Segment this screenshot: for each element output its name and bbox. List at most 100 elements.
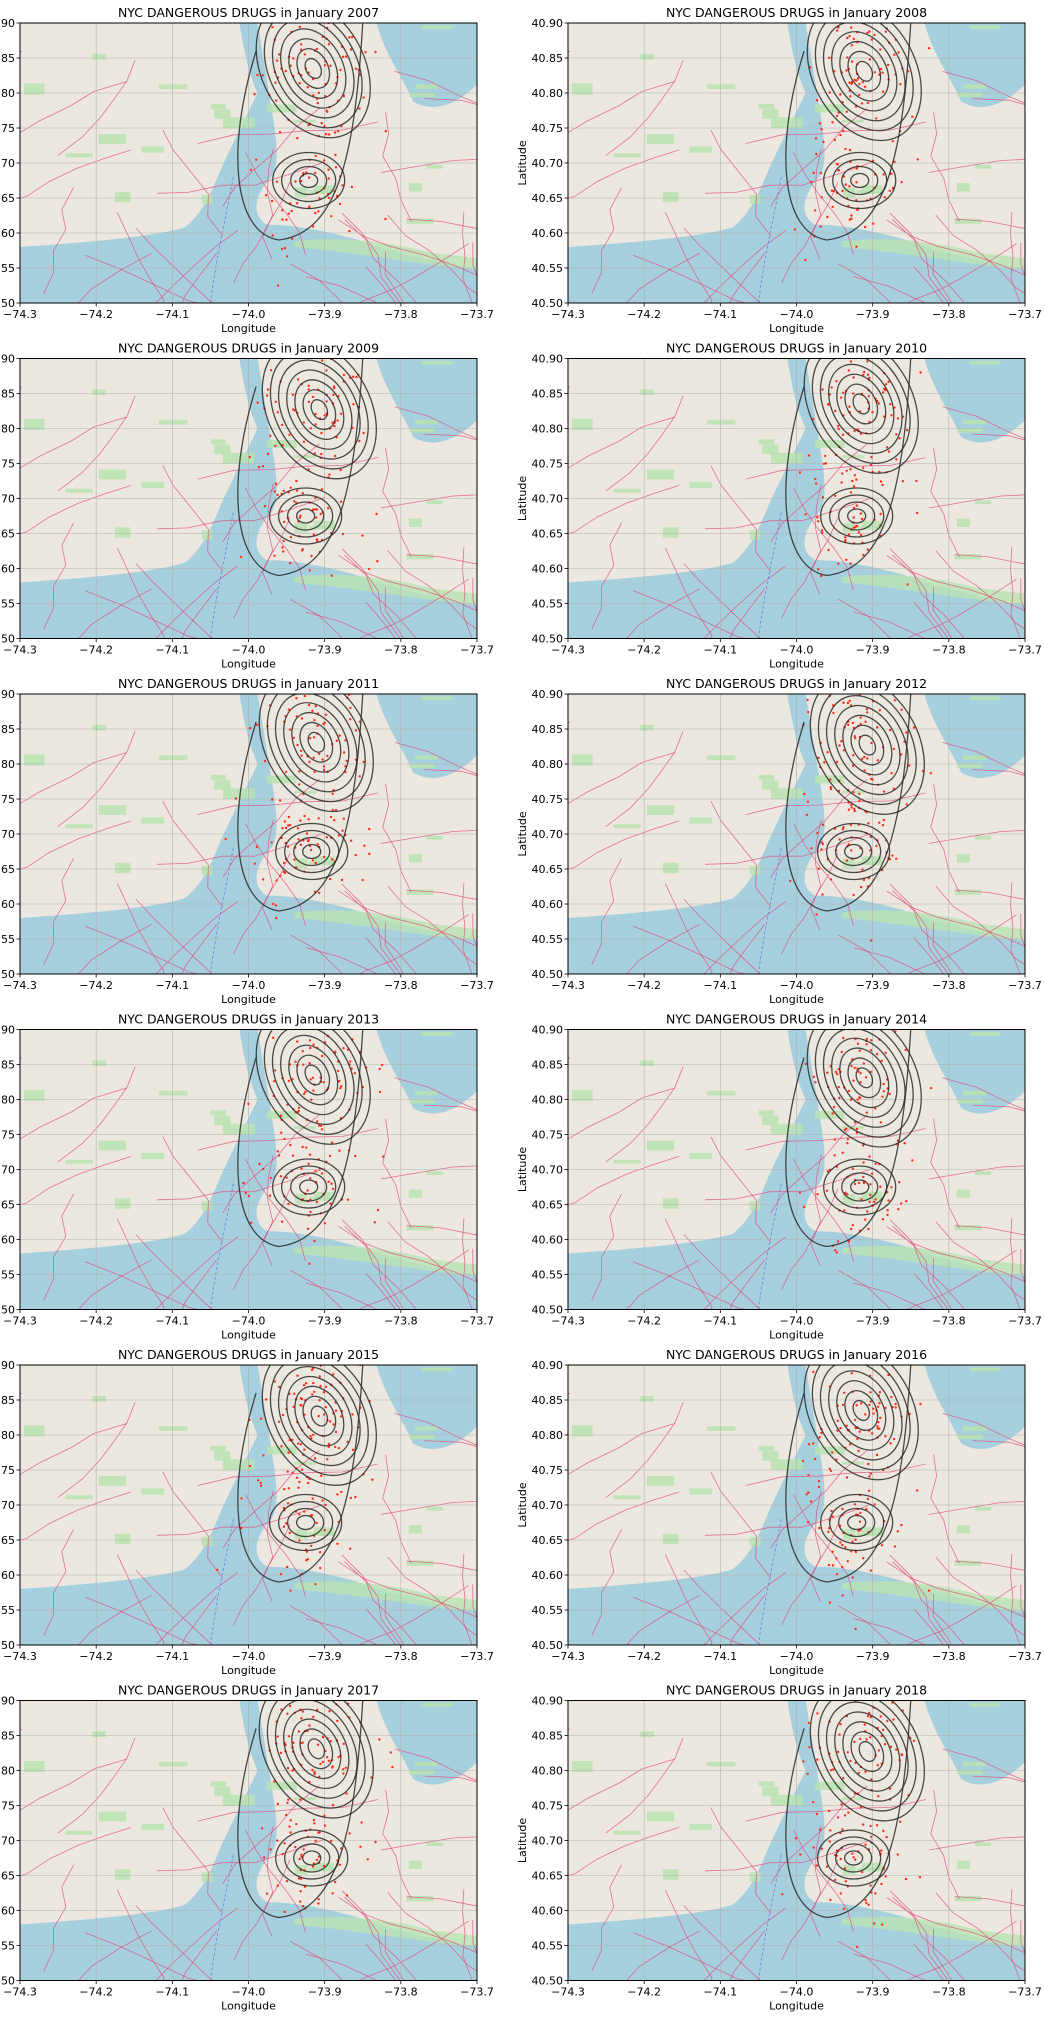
incident-point	[829, 786, 832, 789]
road-line	[181, 1930, 218, 1981]
incident-point	[866, 711, 869, 714]
incident-point	[919, 371, 922, 374]
incident-point	[374, 50, 377, 54]
incident-point	[839, 133, 842, 137]
incident-point	[321, 758, 324, 761]
incident-point	[884, 383, 888, 386]
road-line	[222, 443, 320, 543]
incident-point	[323, 1814, 326, 1818]
incident-point	[302, 1063, 305, 1066]
incident-point	[301, 1050, 304, 1053]
park-area	[957, 92, 983, 98]
incident-point	[878, 470, 881, 474]
incident-point	[867, 1227, 870, 1231]
panel-title: NYC DANGEROUS DRUGS in January 2015	[118, 1347, 379, 1362]
incident-point	[314, 423, 317, 426]
incident-point	[890, 1186, 893, 1189]
incident-point	[279, 1175, 283, 1178]
incident-point	[858, 1430, 861, 1433]
road-line	[341, 548, 401, 639]
incident-point	[859, 512, 863, 515]
incident-point	[309, 1177, 312, 1180]
park-area	[65, 1495, 93, 1500]
x-tick-label: −74.2	[627, 1650, 661, 1663]
x-tick-label: −74.2	[79, 979, 113, 992]
park-area	[222, 117, 255, 129]
incident-point	[916, 158, 919, 161]
y-tick-label: 40.50	[0, 633, 15, 646]
incident-point	[323, 1529, 326, 1532]
incident-point	[836, 1240, 840, 1243]
incident-point	[285, 1522, 288, 1525]
incident-point	[253, 93, 256, 96]
park-area	[572, 83, 593, 95]
incident-point	[316, 539, 319, 543]
road-line	[972, 1775, 1025, 1783]
road-line	[290, 598, 343, 639]
incident-point	[857, 1771, 860, 1775]
park-area	[957, 427, 983, 433]
incident-point	[859, 1737, 862, 1741]
road-line	[935, 1556, 1025, 1637]
incident-point	[841, 1828, 844, 1831]
road-line	[382, 1790, 412, 1899]
incident-point	[866, 1715, 870, 1718]
incident-point	[330, 215, 333, 218]
park-area	[267, 1110, 297, 1119]
x-tick-label: −74.0	[232, 308, 266, 321]
incident-point	[253, 862, 257, 865]
incident-point	[798, 1191, 802, 1194]
incident-point	[342, 817, 345, 820]
incident-point	[331, 1892, 334, 1895]
x-tick-label: −74.0	[780, 1315, 814, 1328]
incident-point	[807, 1721, 811, 1725]
incident-point	[300, 1717, 303, 1720]
incident-point	[332, 393, 335, 397]
incident-point	[259, 1481, 262, 1485]
road-line	[930, 448, 960, 557]
incident-point	[804, 1062, 807, 1066]
contour-line	[283, 1708, 350, 1790]
incident-point	[873, 1026, 875, 1028]
incident-point	[864, 1413, 867, 1416]
park-area	[214, 1451, 231, 1461]
incident-point	[817, 568, 820, 571]
road-line	[305, 276, 379, 303]
contour-line	[844, 383, 879, 425]
road-line	[472, 1584, 477, 1620]
incident-point	[319, 1566, 322, 1570]
x-tick-label: −74.3	[551, 1315, 585, 1328]
incident-point	[261, 878, 265, 881]
incident-point	[300, 1397, 304, 1401]
incident-point	[869, 1049, 873, 1052]
incident-point	[904, 1877, 908, 1881]
x-tick-label: −74.1	[703, 1315, 737, 1328]
incident-point	[328, 473, 331, 476]
park-area	[572, 754, 593, 766]
incident-point	[309, 1046, 312, 1050]
contour-line	[237, 358, 364, 577]
incident-point	[842, 1907, 845, 1911]
incident-point	[831, 121, 834, 124]
incident-point	[327, 177, 330, 180]
incident-point	[313, 770, 316, 774]
y-tick-label: 40.50	[532, 1304, 564, 1317]
incident-point	[861, 1870, 864, 1874]
contour-line	[785, 694, 912, 912]
incident-point	[833, 494, 837, 497]
incident-point	[845, 1127, 848, 1131]
incident-point	[298, 783, 301, 786]
incident-point	[287, 212, 290, 215]
incident-point	[302, 421, 305, 424]
incident-point	[844, 1546, 847, 1549]
y-tick-label: 40.85	[532, 1059, 564, 1072]
park-area	[572, 1089, 593, 1102]
contour-line	[785, 23, 912, 241]
incident-point	[275, 879, 278, 882]
incident-point	[867, 1489, 871, 1493]
incident-point	[869, 1400, 872, 1403]
road-line	[913, 1943, 945, 1981]
y-tick-label: 40.65	[0, 1870, 15, 1883]
incident-point	[266, 452, 270, 456]
road-line	[838, 1605, 891, 1645]
